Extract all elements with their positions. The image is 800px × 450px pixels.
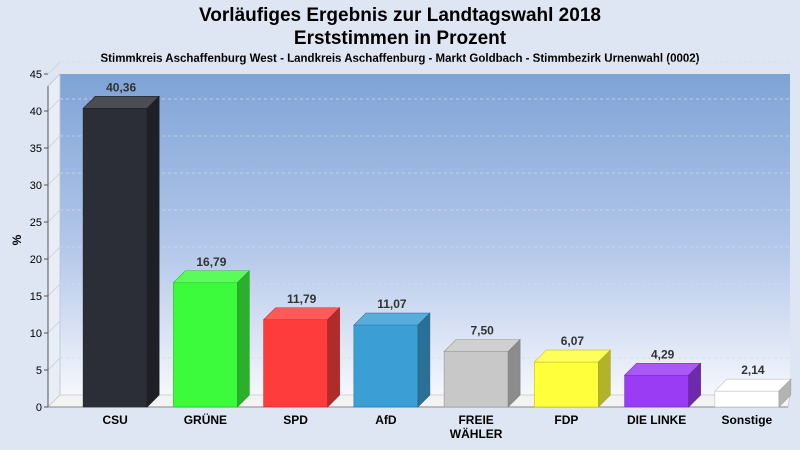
bar-side (507, 338, 521, 408)
bar-top (353, 312, 431, 326)
gridline-side (47, 61, 61, 75)
data-label: 40,36 (106, 80, 136, 94)
bar (262, 307, 341, 408)
bar-front (714, 390, 780, 408)
data-label: 2,14 (741, 363, 765, 377)
bar-front (263, 319, 328, 408)
bar-side (778, 378, 792, 408)
bar-front (443, 351, 509, 408)
bar-front (534, 361, 599, 408)
data-label: 4,29 (651, 347, 675, 361)
y-tick-label: 15 (30, 291, 42, 303)
bar (714, 378, 792, 408)
bar (172, 270, 251, 408)
x-tick-label: GRÜNE (184, 412, 227, 427)
y-tick-label: 5 (36, 365, 42, 377)
data-label: 11,79 (287, 292, 317, 306)
chart-subtitle: Stimmkreis Aschaffenburg West - Landkrei… (100, 53, 700, 65)
data-label: 6,07 (561, 334, 585, 348)
gridline-side (47, 357, 61, 371)
bar-side (327, 307, 340, 408)
bar-side (417, 312, 431, 408)
plot-side-wall (47, 73, 61, 408)
bar-front (82, 108, 148, 408)
y-axis-label: % (10, 234, 24, 245)
y-tick-label: 40 (30, 106, 42, 118)
gridline-side (47, 283, 61, 297)
data-label: 16,79 (196, 255, 226, 269)
x-tick-label: DIE LINKE (627, 413, 686, 427)
y-tick-label: 45 (30, 69, 42, 81)
bar-top (172, 270, 251, 284)
x-tick-label: SPD (283, 413, 308, 427)
gridline-side (47, 209, 61, 223)
bar-top (533, 349, 612, 363)
bar (533, 349, 612, 408)
chart-title-line2: Erststimmen in Prozent (293, 28, 507, 49)
x-tick-label: AfD (375, 413, 397, 427)
bar-top (443, 339, 521, 352)
x-tick-label: FDP (554, 413, 578, 427)
gridline-side (47, 172, 61, 186)
y-tick-label: 35 (30, 143, 42, 155)
y-tick-label: 30 (30, 180, 42, 192)
chart-title: Vorläufiges Ergebnis zur Landtagswahl 20… (0, 4, 800, 50)
bar-top (262, 307, 341, 321)
bar-front (173, 282, 238, 408)
bar (623, 362, 702, 408)
bar (353, 312, 431, 408)
y-tick-label: 10 (30, 328, 42, 340)
bar-top (714, 378, 792, 392)
x-tick-label: Sonstige (722, 413, 773, 427)
x-tick-label: CSU (102, 413, 127, 427)
bar (82, 95, 160, 408)
chart-title-line1: Vorläufiges Ergebnis zur Landtagswahl 20… (199, 5, 601, 26)
bar-front (624, 374, 689, 408)
gridline-side (47, 320, 61, 334)
bar-side (146, 95, 160, 408)
bar-front (353, 324, 419, 408)
bar-side (598, 349, 611, 408)
y-tick-label: 0 (36, 402, 42, 414)
bar (443, 338, 521, 408)
gridline-side (47, 98, 61, 112)
data-label: 7,50 (470, 324, 494, 338)
x-tick-label: FREIE (458, 413, 493, 427)
bar-top (623, 362, 702, 376)
x-tick-label: WÄHLER (450, 426, 503, 441)
gridline-side (47, 135, 61, 149)
y-tick-label: 20 (30, 254, 42, 266)
bar-top (82, 96, 160, 109)
bar-side (237, 270, 250, 408)
y-tick-label: 25 (30, 217, 42, 229)
data-label: 11,07 (377, 297, 407, 311)
bar-side (688, 362, 701, 408)
gridline-side (47, 246, 61, 260)
